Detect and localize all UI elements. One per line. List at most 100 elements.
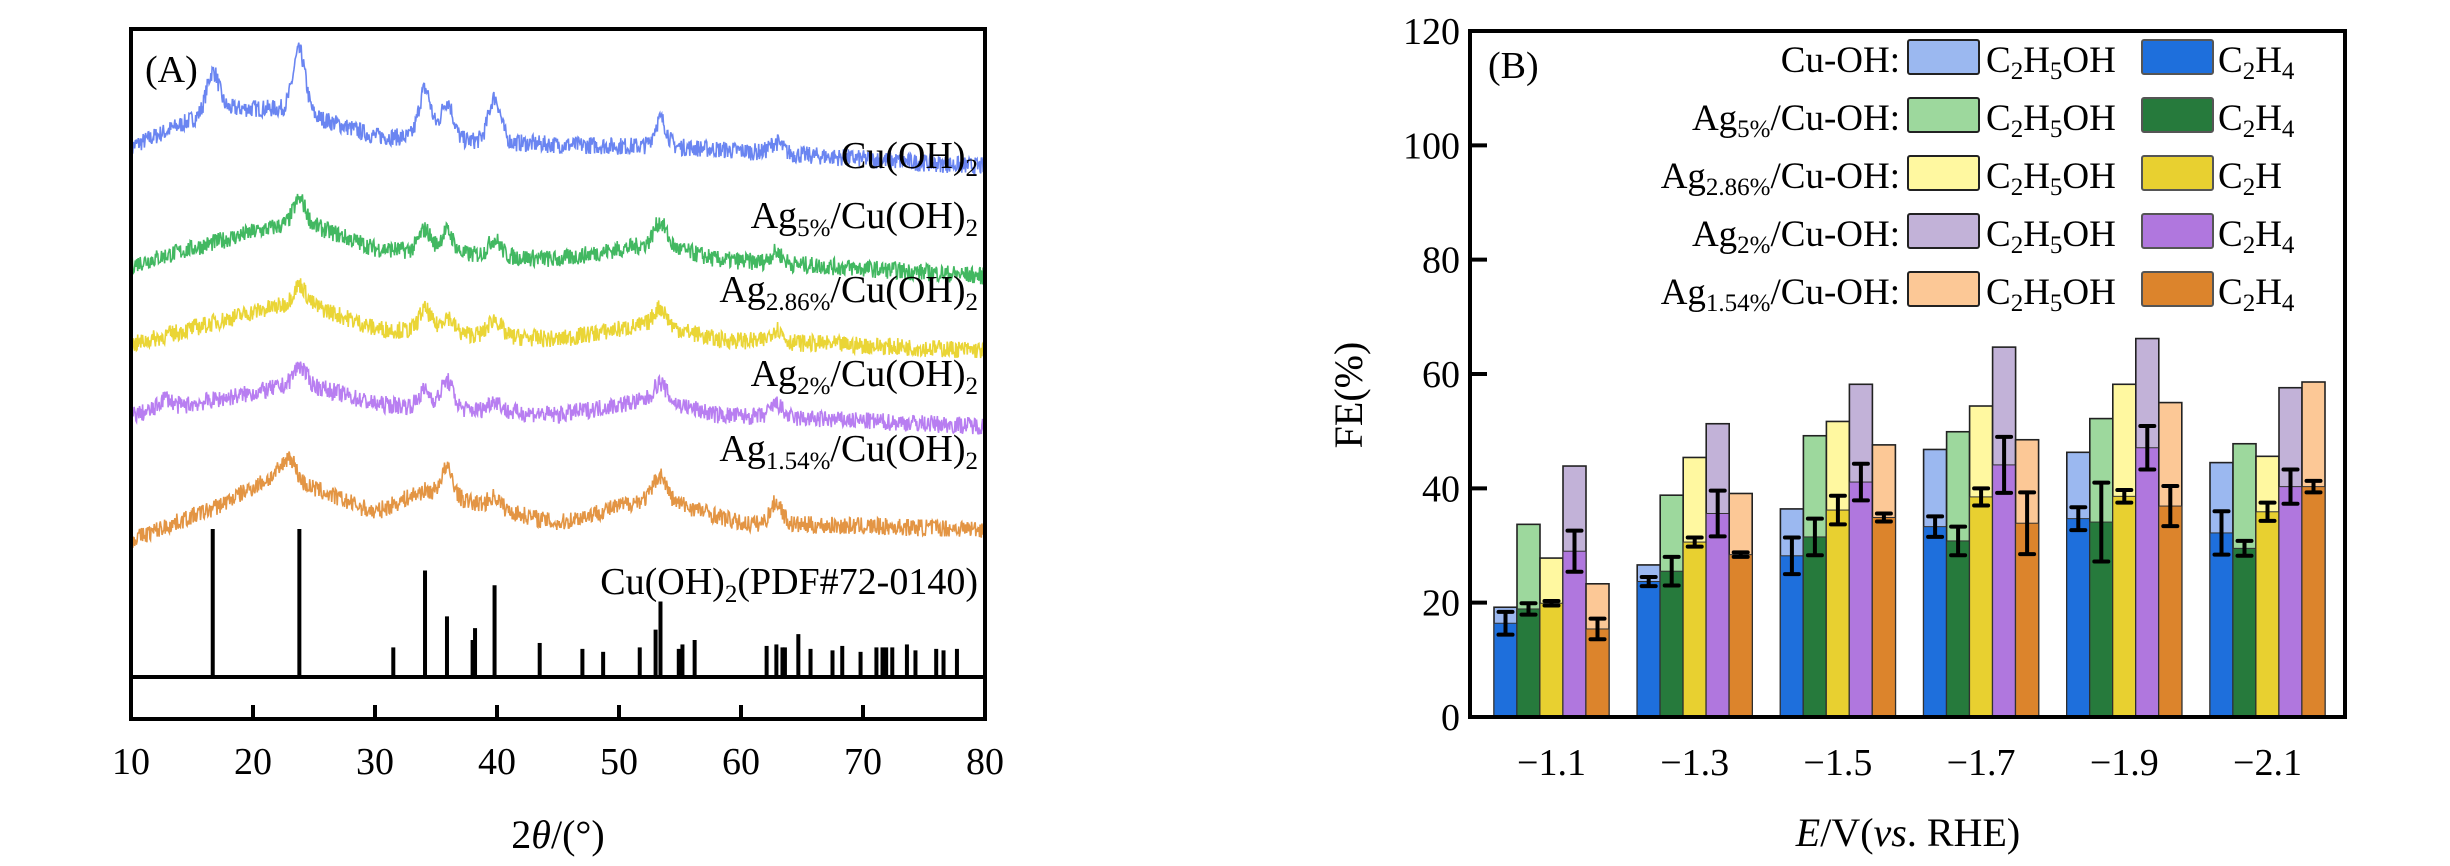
bar-c2h4 <box>1562 550 1587 718</box>
panel-b-x-axis-title: E/V(vs. RHE) <box>1795 810 2020 855</box>
xrd-curve-5 <box>130 451 986 548</box>
legend-series-label: Ag5%/Cu-OH: <box>1692 98 1900 143</box>
bar-c2h4 <box>1705 512 1730 718</box>
panel-a-frame <box>129 27 987 721</box>
panel-b-tag: (B) <box>1488 45 1539 87</box>
xrd-curve-4 <box>130 361 986 435</box>
reference-label-base: Cu(OH) <box>600 561 725 603</box>
label-pre: Ag <box>719 428 765 470</box>
legend-row: Ag5%/Cu-OH: C2H5OH C2H4 <box>1692 97 2295 143</box>
bar-group <box>1922 346 2040 718</box>
bar-c2h4 <box>1516 608 1541 718</box>
xlabel-pre: 2 <box>511 812 531 857</box>
bar-c2h4 <box>1946 540 1971 718</box>
legend-swatch-c2h5oh <box>1907 271 1980 307</box>
xrd-curve-2 <box>130 193 986 285</box>
x-axis-ticks: −1.1 −1.3 −1.5 −1.7 −1.9 −2.1 <box>1517 742 2302 784</box>
curve-label: Cu(OH)2 <box>841 135 978 182</box>
x-tick-label: −1.7 <box>1947 742 2016 784</box>
xlabel-post: /(°) <box>551 812 605 857</box>
label-base: /Cu(OH) <box>830 428 965 470</box>
label-pre-sub: 1.54% <box>766 448 831 475</box>
panel-a-x-axis-title: 2θ/(°) <box>511 812 604 857</box>
legend-label-c2h4: C2H4 <box>2218 272 2295 317</box>
legend-label-c2h4: C2H4 <box>2218 214 2295 259</box>
xlabel-mid: /V( <box>1820 810 1873 855</box>
curve-label: Ag2.86%/Cu(OH)2 <box>719 269 978 316</box>
bar-c2h4 <box>2135 447 2160 718</box>
legend-label-c2h4: C2H4 <box>2218 40 2295 85</box>
xlabel-e: E <box>1795 810 1820 855</box>
bar-c2h4 <box>2112 495 2137 718</box>
legend-series-label: Ag2.86%/Cu-OH: <box>1661 156 1900 201</box>
label-pre: Ag <box>751 353 797 395</box>
label-pre-sub: 2% <box>797 373 830 400</box>
curve-label: Ag1.54%/Cu(OH)2 <box>719 428 978 475</box>
reference-label-sub: 2 <box>725 581 738 608</box>
bar-c2h4 <box>1539 602 1564 718</box>
y-tick-label: 80 <box>1422 240 1460 282</box>
legend-swatch-c2h4 <box>2141 271 2214 307</box>
bar-c2h4 <box>1659 570 1684 718</box>
x-tick-label: 70 <box>844 741 882 783</box>
label-sub: 2 <box>966 373 979 400</box>
label-sub: 2 <box>966 289 979 316</box>
legend-swatch-c2h5oh <box>1907 97 1980 133</box>
x-tick-label: −1.5 <box>1803 742 1872 784</box>
label-sub: 2 <box>966 448 979 475</box>
x-axis-ticks: 10 20 30 40 50 60 70 80 <box>112 705 1004 783</box>
bar-c2h4 <box>1802 536 1827 718</box>
bar-c2h4 <box>2158 505 2183 718</box>
bar-c2h4 <box>2066 518 2091 718</box>
xlabel-theta: θ <box>531 812 551 857</box>
y-tick-label: 100 <box>1403 125 1460 167</box>
legend-swatch-c2h4 <box>2141 155 2214 191</box>
bar-group <box>2066 337 2183 718</box>
legend-series-label: Ag1.54%/Cu-OH: <box>1661 272 1900 317</box>
label-sub: 2 <box>966 215 979 242</box>
bar-c2h4 <box>1636 581 1661 718</box>
fe-bars <box>1493 337 2326 718</box>
panel-b-y-axis-title: FE(%) <box>1326 342 1371 449</box>
x-tick-label: 50 <box>600 741 638 783</box>
legend-label-c2h5oh: C2H5OH <box>1986 40 2116 85</box>
bar-group <box>1779 383 1897 718</box>
bar-c2h4 <box>1728 554 1753 718</box>
xrd-curve-1 <box>130 42 986 176</box>
curve-label: Ag5%/Cu(OH)2 <box>751 195 978 242</box>
legend-swatch-c2h4 <box>2141 213 2214 249</box>
x-tick-label: −1.3 <box>1660 742 1729 784</box>
curve-labels: Cu(OH)2Ag5%/Cu(OH)2Ag2.86%/Cu(OH)2Ag2%/C… <box>719 135 978 475</box>
x-tick-label: −1.9 <box>2090 742 2159 784</box>
x-tick-label: 60 <box>722 741 760 783</box>
bar-group <box>1493 465 1610 718</box>
x-tick-label: 40 <box>478 741 516 783</box>
legend-row: Ag2%/Cu-OH: C2H5OH C2H4 <box>1692 213 2295 259</box>
panel-a-xrd-chart: 10 20 30 40 50 60 70 80 (A) Cu(OH)2Ag5%/Cu(OH)2… <box>112 27 1004 857</box>
x-tick-label: 10 <box>112 741 150 783</box>
legend-label-c2h5oh: C2H5OH <box>1986 98 2116 143</box>
legend-series-label: Ag2%/Cu-OH: <box>1692 214 1900 259</box>
legend-row: Ag1.54%/Cu-OH: C2H5OH C2H4 <box>1661 271 2295 317</box>
bar-c2h4 <box>1825 509 1850 718</box>
y-tick-label: 20 <box>1422 583 1460 625</box>
legend-row: Ag2.86%/Cu-OH: C2H5OH C2H <box>1661 155 2282 201</box>
label-base: /Cu(OH) <box>830 269 965 311</box>
bar-c2h4 <box>2278 486 2303 718</box>
legend-swatch-c2h4 <box>2141 97 2214 133</box>
x-tick-label: −2.1 <box>2233 742 2302 784</box>
bar-group <box>1636 422 1753 718</box>
y-axis-ticks: 0 20 40 60 80 100 120 <box>1403 11 1487 739</box>
bar-c2h4 <box>1871 516 1896 718</box>
label-sub: 2 <box>966 155 979 182</box>
xrd-curves <box>130 42 986 548</box>
reference-label-post: (PDF#72-0140) <box>737 561 978 603</box>
bar-c2h4 <box>1848 481 1873 718</box>
bar-c2h4 <box>2255 511 2280 718</box>
legend-swatch-c2h5oh <box>1907 155 1980 191</box>
bar-c2h4 <box>1585 628 1610 718</box>
reference-label: Cu(OH)2(PDF#72-0140) <box>600 561 978 608</box>
label-base: /Cu(OH) <box>830 353 965 395</box>
